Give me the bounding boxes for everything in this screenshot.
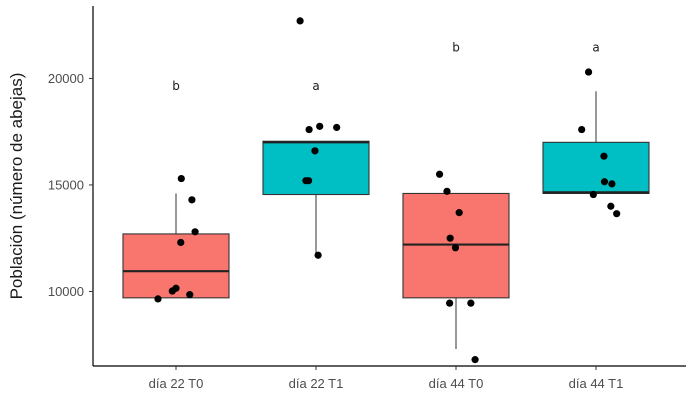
boxes-layer [122,91,650,349]
data-point [608,180,616,188]
data-point [304,177,313,185]
ticks-layer: día 22 T0 día 22 T1 día 44 T0 día 44 T1 1000… [48,71,624,391]
data-point [446,299,454,307]
data-point [435,170,444,178]
box-group [262,140,370,256]
data-point [471,356,479,364]
box-group [542,91,650,195]
y-tick-label: 20000 [48,71,84,86]
data-point [316,122,324,130]
data-point [467,299,475,307]
data-point [305,125,313,134]
x-tick-label: día 22 T0 [149,376,204,391]
data-point [177,238,185,247]
data-point [296,17,304,25]
box-group [402,192,510,349]
x-tick-label: día 44 T0 [429,376,484,391]
data-point [191,228,199,236]
data-point [177,174,185,183]
axes-layer [92,6,686,367]
data-point [333,123,341,132]
x-tick-label: día 22 T1 [289,376,344,391]
box-group [122,193,230,299]
box-iqr [122,233,230,299]
y-tick-label: 10000 [48,284,84,299]
significance-letter: b [172,79,180,93]
y-tick-label: 15000 [48,177,84,192]
data-point [607,202,615,210]
points-layer [154,17,621,364]
data-point [443,187,451,195]
box-iqr [542,141,650,195]
significance-letter: b [452,41,460,55]
data-point [600,178,609,186]
data-point [613,210,621,218]
significance-letter: a [592,41,599,55]
y-axis-title: Población (número de abejas) [7,73,26,300]
data-point [188,196,196,204]
data-point [578,125,586,134]
data-point [311,147,319,155]
data-point [154,295,162,303]
data-point [314,251,322,259]
significance-letter: a [312,79,319,93]
data-point [446,234,454,242]
data-point [172,284,180,292]
data-point [600,152,608,160]
data-point [584,68,593,76]
letters-layer: b a b a [172,41,599,93]
x-tick-label: día 44 T1 [569,376,624,391]
data-point [455,209,463,217]
data-point [589,190,597,199]
data-point [451,244,460,252]
data-point [186,291,194,299]
